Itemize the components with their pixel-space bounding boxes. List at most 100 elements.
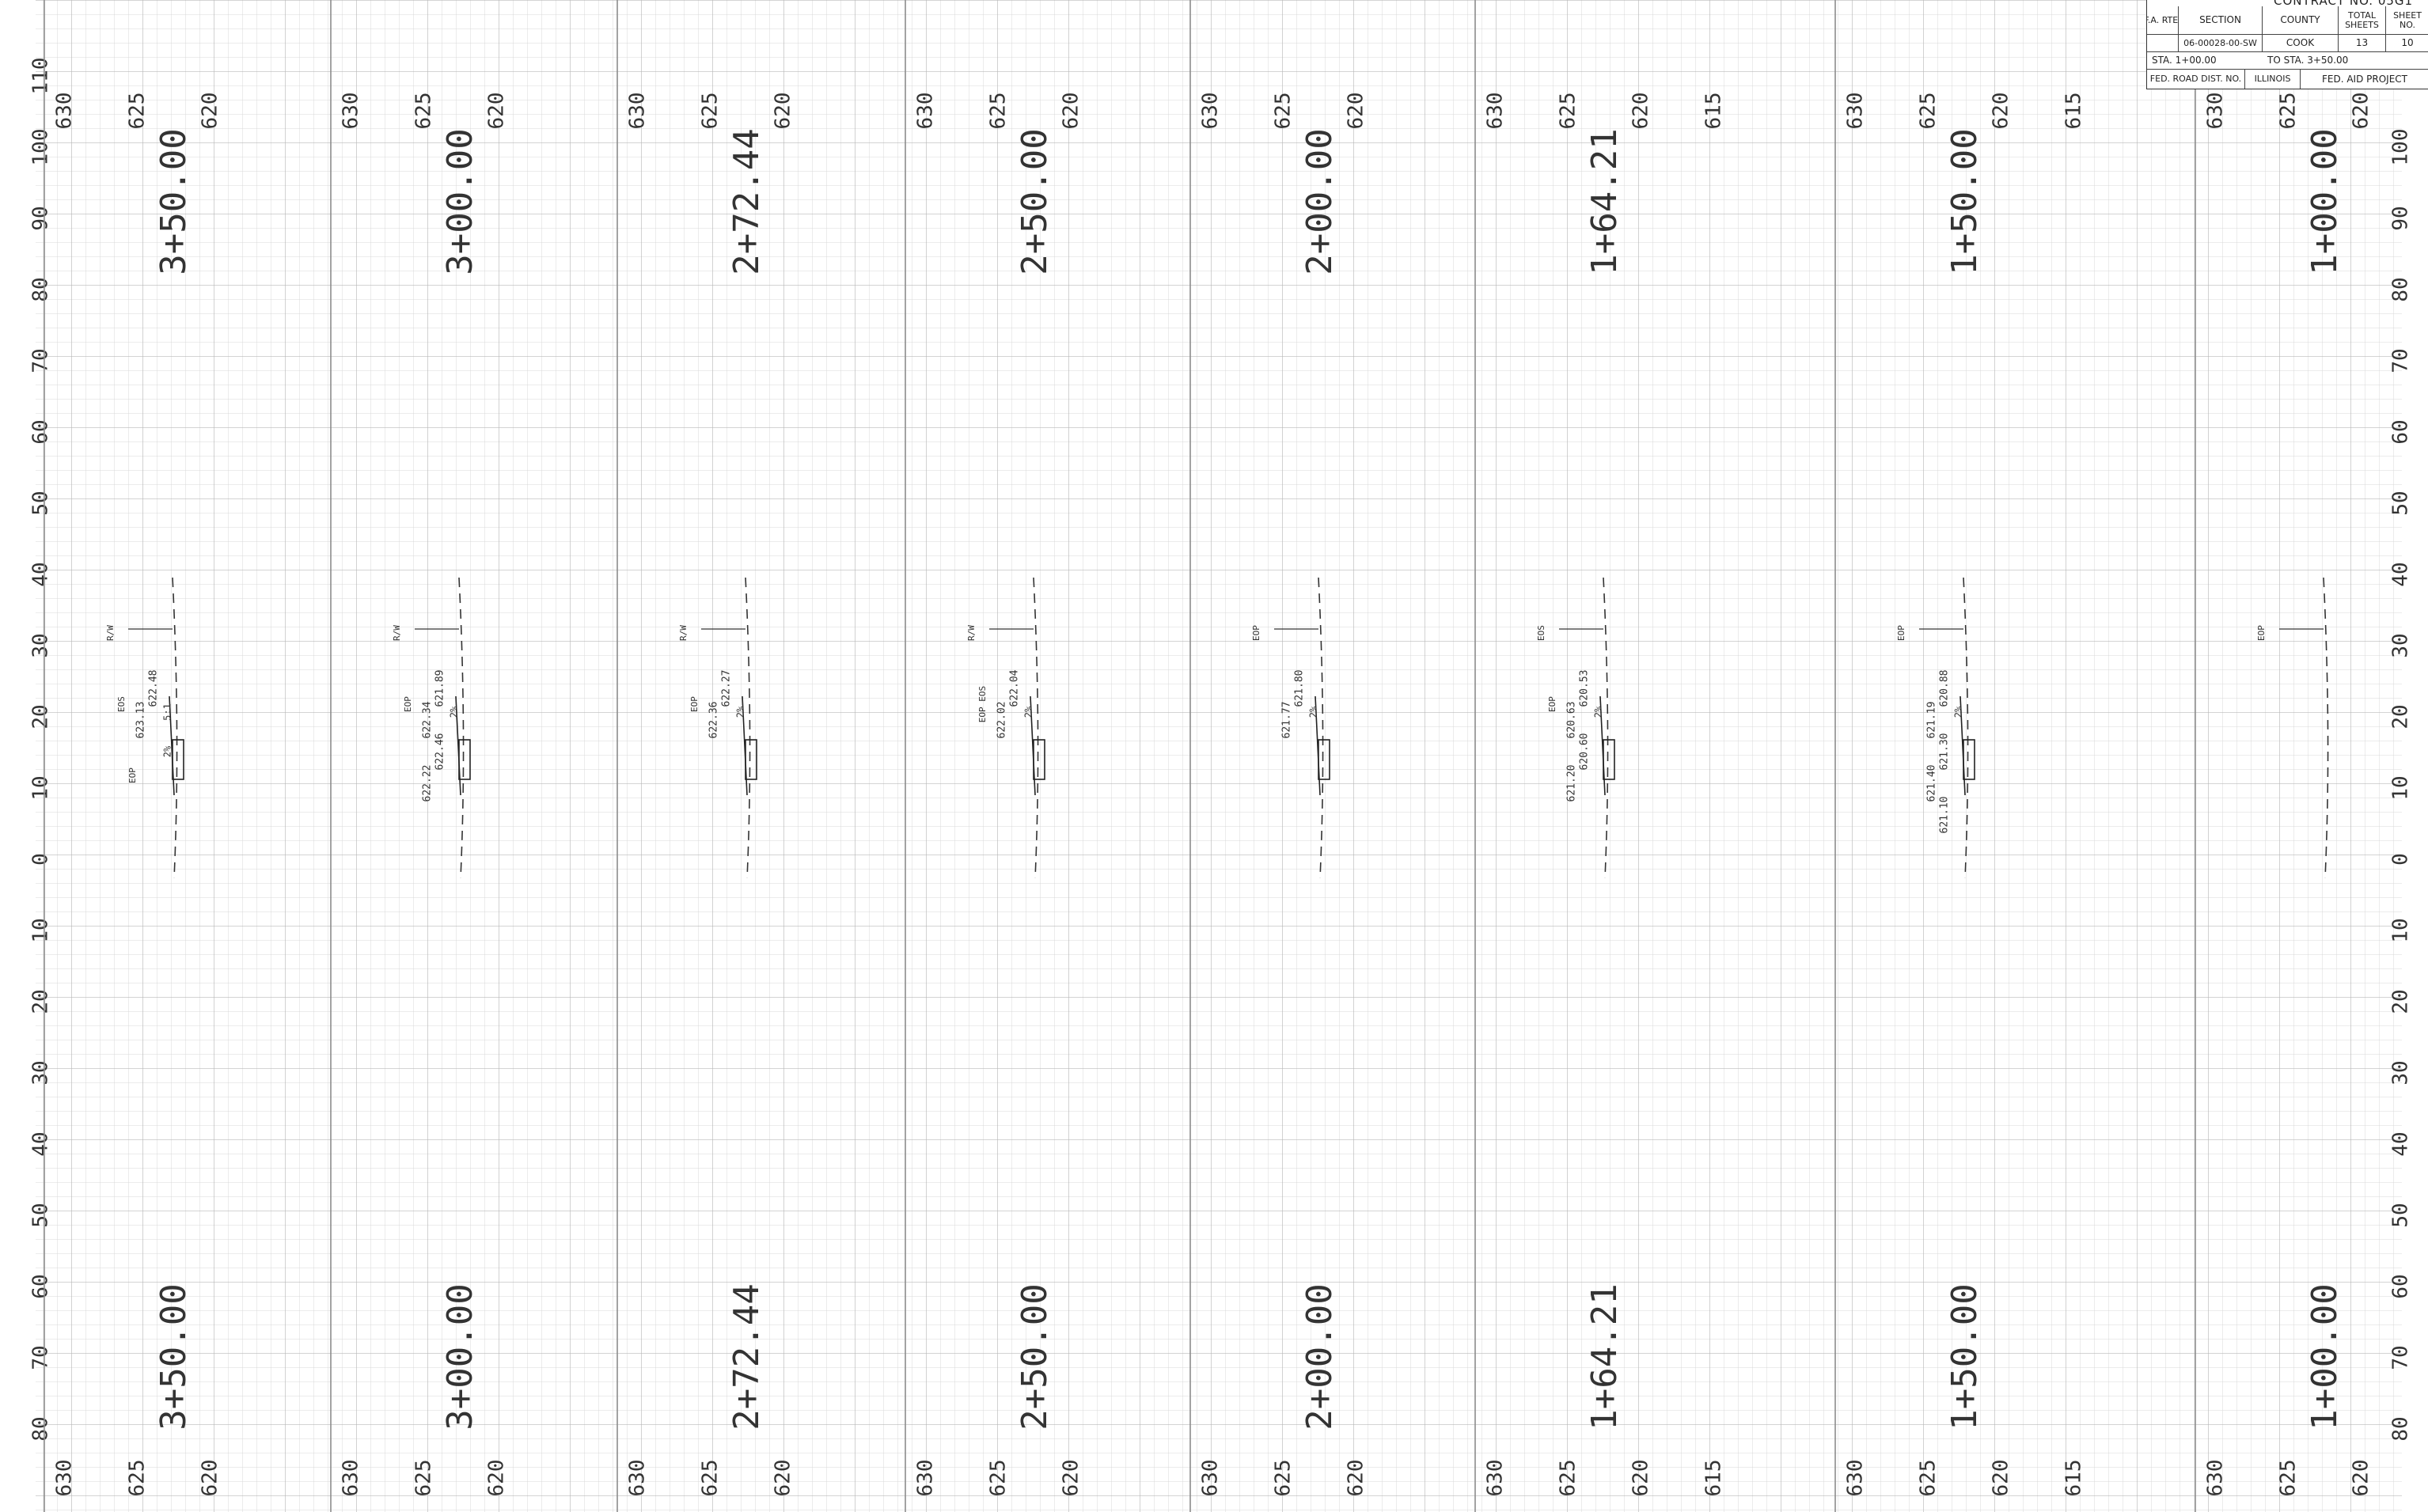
- elevation-point-label: 622.34: [422, 701, 434, 738]
- elevation-label-top: 625: [126, 93, 150, 130]
- elevation-label-bottom: 620: [1629, 1460, 1653, 1497]
- slope-label: 2%: [449, 706, 460, 718]
- elevation-label-top: 630: [1484, 93, 1508, 130]
- elevation-label-bottom: 625: [126, 1460, 150, 1497]
- elevation-label-top: 630: [914, 93, 938, 130]
- proposed-profile: [1315, 695, 1321, 796]
- offset-label-right: 20: [2389, 989, 2413, 1014]
- row-label: EOP: [403, 696, 413, 712]
- offset-label-left: 10: [29, 775, 53, 800]
- elevation-point-label: 621.77: [1281, 702, 1293, 739]
- station-label-top: 1+64.21: [1584, 128, 1625, 275]
- row-label: EOP: [1896, 625, 1906, 641]
- elevation-label-bottom: 625: [1917, 1460, 1941, 1497]
- elevation-label-top: 630: [2204, 93, 2228, 130]
- offset-label-left: 80: [29, 277, 53, 301]
- row-label: EOP: [689, 696, 700, 712]
- sheet-no-header: SHEET NO.: [2386, 6, 2428, 35]
- offset-label-right: 60: [2389, 419, 2413, 444]
- slope-label: 2%: [1953, 706, 1964, 718]
- elevation-label-top: 630: [340, 93, 363, 130]
- fa-rte-value: [2147, 35, 2179, 52]
- section-header: SECTION: [2179, 6, 2263, 35]
- offset-label-left: 40: [29, 1131, 53, 1156]
- elevation-point-label: 621.19: [1926, 702, 1938, 739]
- offset-label-left: 60: [29, 419, 53, 444]
- elevation-label-bottom: 630: [53, 1460, 77, 1497]
- fa-rte-header: F.A. RTE.: [2147, 6, 2179, 35]
- elevation-label-bottom: 630: [340, 1460, 363, 1497]
- offset-label-left: 30: [29, 1060, 53, 1085]
- existing-ground-line: [745, 577, 751, 879]
- elevation-point-label: 621.10: [1939, 797, 1951, 834]
- elevation-point-label: 620.63: [1566, 702, 1578, 739]
- station-label-bottom: 3+00.00: [440, 1283, 480, 1430]
- proposed-profile: [1959, 695, 1966, 796]
- offset-label-right: 50: [2389, 491, 2413, 515]
- offset-label-left: 90: [29, 206, 53, 230]
- section-value: 06-00028-00-SW: [2179, 35, 2263, 52]
- station-label-bottom: 1+64.21: [1584, 1283, 1625, 1430]
- offset-label-left: 50: [29, 1203, 53, 1227]
- offset-label-left: 30: [29, 633, 53, 657]
- slope-label: 2%: [162, 745, 173, 757]
- existing-ground-line: [1033, 577, 1039, 879]
- offset-label-right: 70: [2389, 1345, 2413, 1370]
- offset-label-right: 90: [2389, 206, 2413, 230]
- station-label-top: 2+72.44: [727, 128, 767, 275]
- proposed-profile: [742, 695, 748, 796]
- offset-label-right: 60: [2389, 1274, 2413, 1298]
- offset-label-right: 100: [2389, 129, 2413, 166]
- row-label: EOS: [1536, 625, 1546, 641]
- slope-label: 2%: [1593, 706, 1604, 718]
- elevation-label-bottom: 625: [699, 1460, 723, 1497]
- elevation-label-bottom: 625: [1557, 1460, 1580, 1497]
- fed-aid-project: FED. AID PROJECT: [2321, 73, 2407, 85]
- slope-label: 2%: [1023, 706, 1034, 718]
- station-label-bottom: 1+00.00: [2305, 1283, 2345, 1430]
- elevation-label-top: 625: [2277, 93, 2301, 130]
- elevation-point-label: 622.48: [148, 670, 160, 707]
- offset-label-left: 70: [29, 348, 53, 373]
- elevation-label-bottom: 630: [914, 1460, 938, 1497]
- elevation-label-top: 620: [2350, 93, 2373, 130]
- elevation-label-top: 625: [1917, 93, 1941, 130]
- cross-section-overlay: 1101009080706050403020100102030405060708…: [29, 0, 2413, 1512]
- row-label: EOP: [1547, 696, 1557, 712]
- elevation-label-bottom: 630: [1199, 1460, 1223, 1497]
- row-label: EOP: [2256, 625, 2267, 641]
- elevation-label-top: 625: [1557, 93, 1580, 130]
- offset-label-left: 70: [29, 1345, 53, 1370]
- elevation-label-top: 620: [1060, 93, 1083, 130]
- offset-label-right: 50: [2389, 1203, 2413, 1227]
- offset-label-right: 0: [2389, 853, 2413, 866]
- elevation-point-label: 623.13: [135, 702, 147, 739]
- elevation-point-label: 622.46: [434, 733, 446, 771]
- elevation-point-label: 621.89: [434, 670, 446, 707]
- offset-label-left: 20: [29, 989, 53, 1014]
- elevation-point-label: 622.36: [708, 702, 720, 739]
- elevation-point-label: 622.04: [1009, 669, 1021, 707]
- offset-label-right: 40: [2389, 562, 2413, 586]
- offset-label-right: 80: [2389, 1416, 2413, 1441]
- row-label: EOP: [1251, 625, 1261, 641]
- offset-label-right: 40: [2389, 1131, 2413, 1156]
- elevation-label-top: 630: [1199, 93, 1223, 130]
- station-from: STA. 1+00.00: [2147, 52, 2263, 70]
- fed-road-dist: FED. ROAD DIST. NO.: [2147, 70, 2245, 89]
- elevation-label-bottom: 620: [485, 1460, 509, 1497]
- elevation-point-label: 621.20: [1566, 765, 1578, 802]
- station-label-bottom: 2+00.00: [1299, 1283, 1340, 1430]
- offset-label-right: 70: [2389, 348, 2413, 373]
- elevation-label-bottom: 625: [2277, 1460, 2301, 1497]
- county-value: COOK: [2263, 35, 2339, 52]
- offset-label-left: 0: [29, 853, 53, 866]
- elevation-label-top: 615: [2062, 93, 2086, 130]
- row-label: R/W: [105, 625, 116, 641]
- station-label-top: 2+50.00: [1015, 128, 1055, 275]
- offset-label-right: 30: [2389, 1060, 2413, 1085]
- elevation-point-label: 621.30: [1939, 733, 1951, 771]
- county-header: COUNTY: [2263, 6, 2339, 35]
- elevation-label-bottom: 620: [1990, 1460, 2013, 1497]
